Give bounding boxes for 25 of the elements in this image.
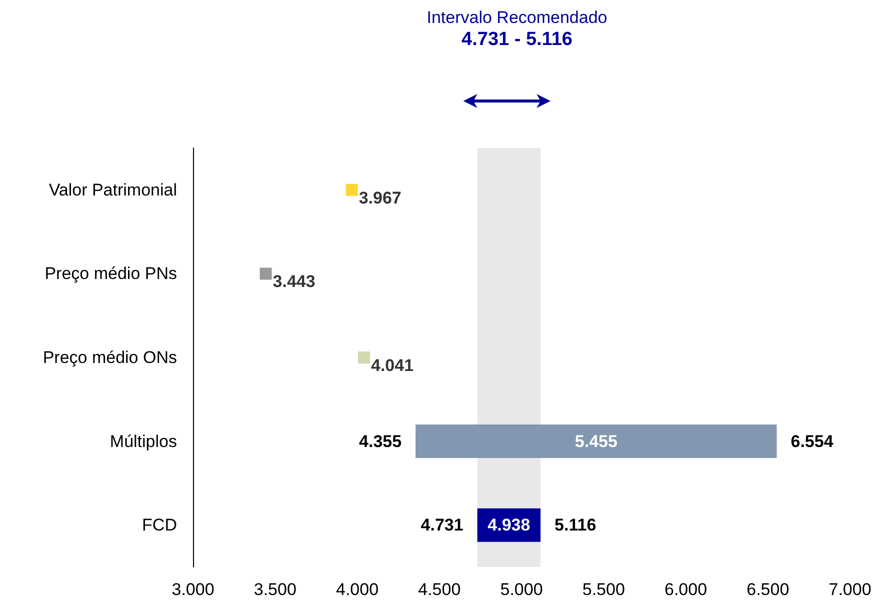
x-tick-label: 5.000 (500, 580, 543, 599)
data-label: 3.443 (272, 272, 316, 292)
annotation: 4.938 (488, 516, 530, 535)
x-tick-label: 4.000 (336, 580, 379, 599)
y-tick-label: FCD (142, 516, 177, 535)
chart-title: Intervalo Recomendado (426, 8, 608, 27)
x-tick-label: 6.500 (746, 580, 790, 599)
annotation: 5.116 (554, 516, 596, 535)
x-tick-label: 4.500 (418, 580, 461, 599)
chart-subtitle: 4.731 - 5.116 (462, 29, 572, 50)
y-tick-label: Preço médio ONs (42, 348, 177, 367)
x-tick-label: 3.500 (254, 580, 296, 599)
x-tick-label: 3.000 (172, 580, 214, 599)
annotation: 6.554 (790, 432, 834, 451)
data-label: 3.967 (358, 188, 402, 208)
y-tick-label: Preço médio PNs (44, 264, 177, 284)
annotation: 5.455 (574, 432, 618, 451)
y-tick-label: Múltiplos (110, 432, 177, 451)
x-tick-label: 5.500 (582, 580, 625, 599)
annotation: 4.731 (420, 516, 464, 535)
annotation: 4.355 (359, 432, 402, 451)
x-tick-label: 7.000 (828, 580, 872, 599)
x-tick-label: 6.000 (664, 580, 708, 599)
data-label: 4.041 (370, 356, 414, 375)
y-tick-label: Valor Patrimonial (48, 180, 177, 200)
